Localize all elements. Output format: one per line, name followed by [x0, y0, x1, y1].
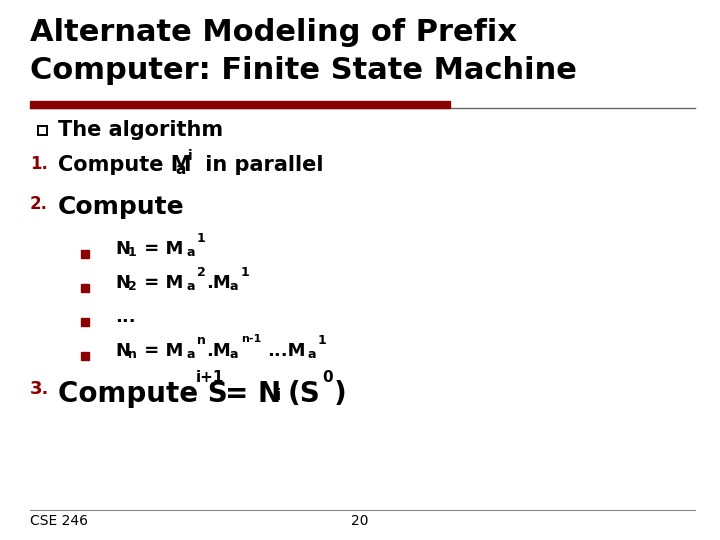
Text: a: a [230, 280, 238, 293]
Bar [81, 352, 89, 360]
Text: 1: 1 [241, 266, 250, 279]
Text: The algorithm: The algorithm [58, 120, 223, 140]
Text: a: a [175, 162, 185, 177]
Text: a: a [307, 348, 315, 361]
Text: a: a [230, 348, 238, 361]
Text: = M: = M [138, 274, 184, 292]
Text: .M: .M [206, 274, 230, 292]
Bar [81, 250, 89, 258]
Text: 20: 20 [351, 514, 369, 528]
Text: a: a [186, 348, 194, 361]
Text: i: i [276, 388, 281, 403]
Text: i+1: i+1 [196, 370, 225, 385]
Text: 3.: 3. [30, 380, 50, 398]
Text: n-1: n-1 [241, 334, 261, 344]
Text: 2: 2 [197, 266, 206, 279]
Text: CSE 246: CSE 246 [30, 514, 88, 528]
Text: Computer: Finite State Machine: Computer: Finite State Machine [30, 56, 577, 85]
Text: Compute S: Compute S [58, 380, 228, 408]
Text: ...M: ...M [267, 342, 305, 360]
Text: = M: = M [138, 342, 184, 360]
Text: 1.: 1. [30, 155, 48, 173]
Text: a: a [186, 246, 194, 259]
Text: 1: 1 [128, 246, 137, 259]
Text: 1: 1 [318, 334, 327, 347]
Text: Alternate Modeling of Prefix: Alternate Modeling of Prefix [30, 18, 517, 47]
Bar [30, 101, 450, 108]
Text: (S: (S [288, 380, 320, 408]
Text: 0: 0 [322, 370, 333, 385]
Text: n: n [128, 348, 137, 361]
Bar [81, 318, 89, 326]
Text: N: N [115, 240, 130, 258]
Text: n: n [197, 334, 206, 347]
Text: 2.: 2. [30, 195, 48, 213]
Text: 2: 2 [128, 280, 137, 293]
Bar [37, 125, 47, 134]
Text: in parallel: in parallel [198, 155, 323, 175]
Text: ...: ... [115, 308, 135, 326]
Text: N: N [115, 342, 130, 360]
Bar [81, 284, 89, 292]
Text: a: a [186, 280, 194, 293]
Text: Compute: Compute [58, 195, 184, 219]
Text: Compute M: Compute M [58, 155, 192, 175]
Text: N: N [115, 274, 130, 292]
Text: = M: = M [138, 240, 184, 258]
Text: 1: 1 [197, 232, 206, 245]
Text: i: i [188, 149, 193, 163]
Text: .M: .M [206, 342, 230, 360]
Text: ): ) [334, 380, 347, 408]
Text: = N: = N [225, 380, 281, 408]
